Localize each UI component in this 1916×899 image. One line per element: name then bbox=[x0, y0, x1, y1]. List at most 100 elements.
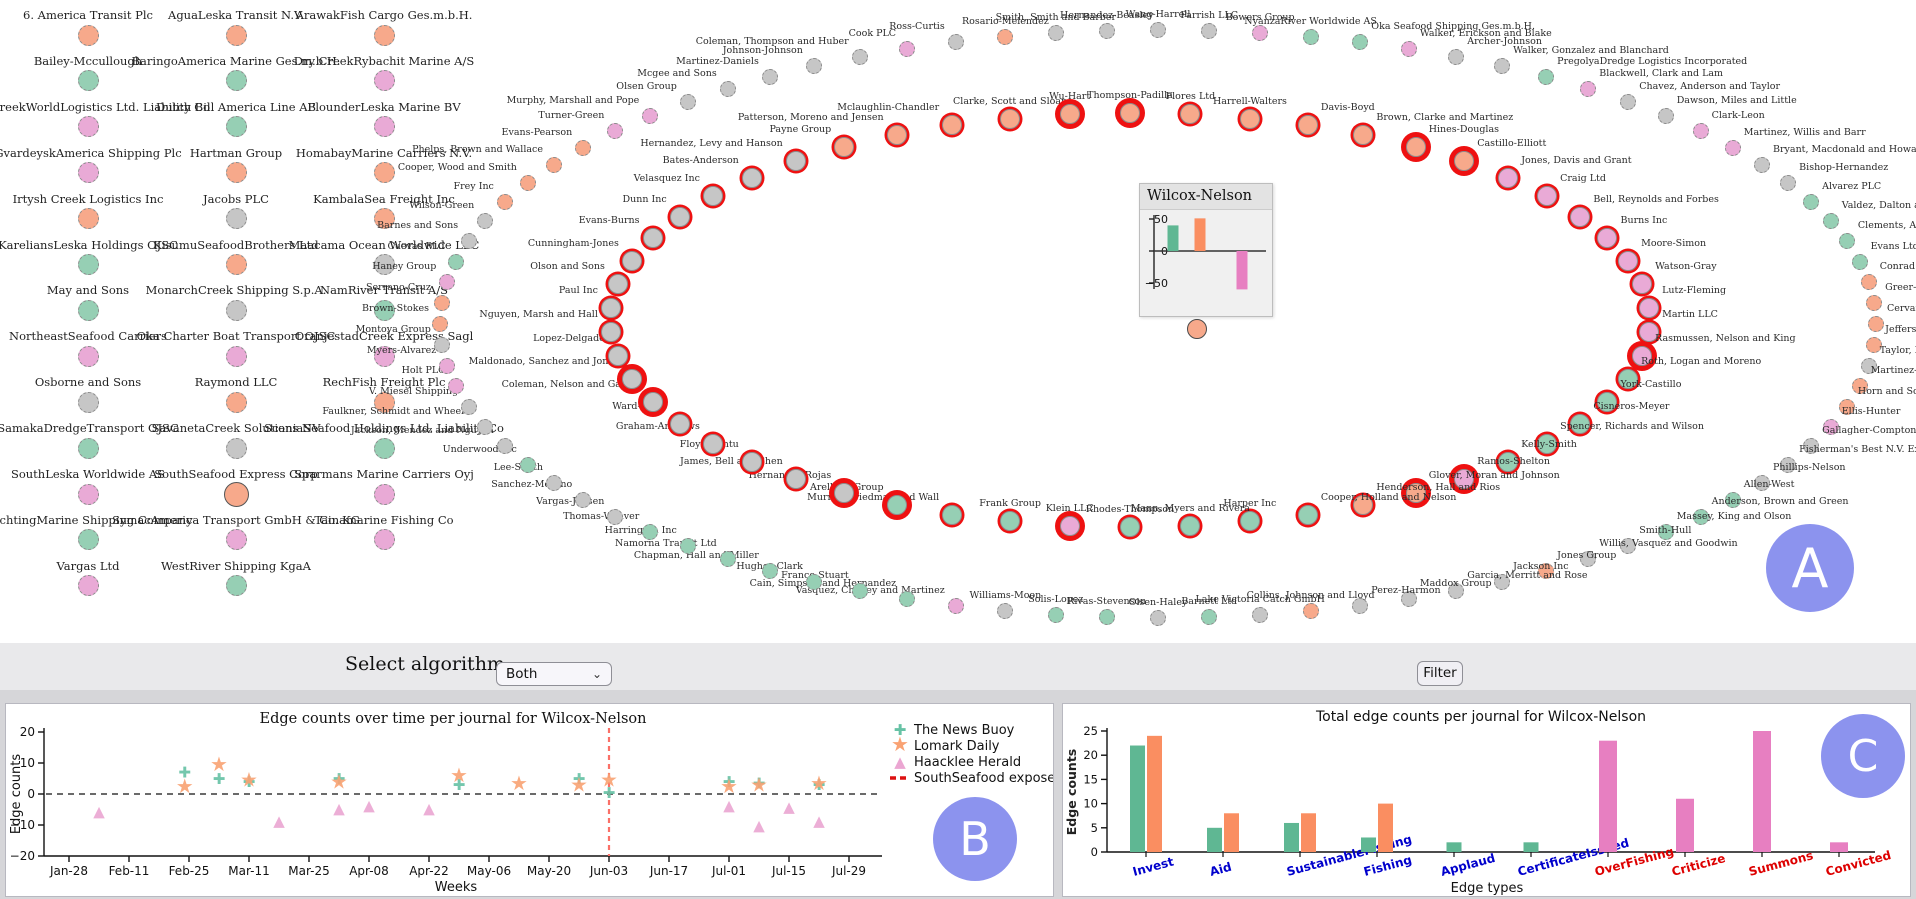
company-node[interactable] bbox=[225, 162, 247, 184]
network-node[interactable] bbox=[642, 228, 663, 248]
company-node[interactable] bbox=[77, 70, 99, 92]
company-node[interactable] bbox=[77, 24, 99, 46]
network-node[interactable] bbox=[947, 33, 964, 50]
company-node[interactable] bbox=[225, 575, 247, 597]
network-node[interactable] bbox=[719, 551, 736, 568]
network-node[interactable] bbox=[1851, 253, 1868, 270]
company-node[interactable] bbox=[225, 391, 247, 413]
network-node[interactable] bbox=[642, 108, 659, 125]
network-node[interactable] bbox=[519, 175, 536, 192]
network-node[interactable] bbox=[1047, 607, 1064, 623]
network-node[interactable] bbox=[805, 57, 822, 74]
network-node[interactable] bbox=[1498, 452, 1519, 473]
network-node[interactable] bbox=[899, 591, 916, 608]
network-node[interactable] bbox=[1059, 104, 1080, 125]
network-node[interactable] bbox=[519, 456, 536, 473]
network-node[interactable] bbox=[1851, 378, 1868, 395]
network-node[interactable] bbox=[1252, 24, 1269, 41]
company-node[interactable] bbox=[225, 208, 247, 230]
network-node[interactable] bbox=[433, 336, 450, 353]
company-node[interactable] bbox=[77, 254, 99, 275]
network-node[interactable] bbox=[1692, 508, 1709, 525]
network-node[interactable] bbox=[575, 492, 592, 509]
network-node[interactable] bbox=[1803, 193, 1820, 210]
company-node[interactable] bbox=[225, 437, 247, 459]
network-node[interactable] bbox=[1353, 494, 1374, 515]
network-node[interactable] bbox=[1860, 357, 1877, 374]
network-node[interactable] bbox=[1657, 523, 1674, 540]
company-node[interactable] bbox=[77, 529, 99, 551]
network-node[interactable] bbox=[1150, 610, 1166, 626]
network-node[interactable] bbox=[886, 494, 907, 515]
network-node[interactable] bbox=[1494, 574, 1511, 591]
network-node[interactable] bbox=[1754, 474, 1771, 491]
network-node[interactable] bbox=[496, 438, 513, 455]
company-node[interactable] bbox=[77, 208, 99, 230]
network-node[interactable] bbox=[669, 206, 690, 227]
network-node[interactable] bbox=[461, 398, 478, 415]
network-node[interactable] bbox=[851, 583, 868, 600]
network-node[interactable] bbox=[1538, 68, 1555, 85]
company-node[interactable] bbox=[373, 391, 395, 413]
network-node[interactable] bbox=[1059, 515, 1080, 536]
network-node[interactable] bbox=[1860, 274, 1877, 291]
network-node[interactable] bbox=[851, 48, 868, 65]
company-node[interactable] bbox=[77, 575, 99, 597]
company-node[interactable] bbox=[373, 254, 395, 275]
network-node[interactable] bbox=[1580, 551, 1597, 568]
network-node[interactable] bbox=[942, 504, 963, 525]
network-node[interactable] bbox=[834, 482, 855, 503]
network-node[interactable] bbox=[1180, 104, 1201, 125]
network-node[interactable] bbox=[1098, 22, 1115, 39]
network-node[interactable] bbox=[621, 369, 642, 390]
network-node[interactable] bbox=[1570, 413, 1591, 434]
network-node[interactable] bbox=[1780, 175, 1797, 192]
network-node[interactable] bbox=[702, 433, 723, 454]
network-node[interactable] bbox=[1838, 233, 1855, 250]
network-node[interactable] bbox=[1448, 48, 1465, 65]
network-node[interactable] bbox=[1803, 438, 1820, 455]
company-node[interactable] bbox=[373, 24, 395, 46]
filter-button[interactable]: Filter bbox=[1417, 661, 1463, 686]
company-node[interactable] bbox=[77, 437, 99, 459]
network-node[interactable] bbox=[785, 468, 806, 489]
network-node[interactable] bbox=[1822, 213, 1839, 230]
company-node[interactable] bbox=[225, 254, 247, 275]
network-node[interactable] bbox=[1618, 369, 1639, 390]
network-node[interactable] bbox=[1239, 511, 1260, 532]
network-node[interactable] bbox=[1538, 563, 1555, 580]
network-node[interactable] bbox=[741, 452, 762, 473]
company-node[interactable] bbox=[77, 162, 99, 184]
algorithm-select[interactable]: Both ⌄ bbox=[496, 662, 612, 686]
network-node[interactable] bbox=[1400, 591, 1417, 608]
network-node[interactable] bbox=[600, 322, 621, 343]
network-node[interactable] bbox=[761, 563, 778, 580]
network-node[interactable] bbox=[1537, 433, 1558, 454]
network-node[interactable] bbox=[1618, 250, 1639, 271]
company-node[interactable] bbox=[225, 116, 247, 138]
company-node[interactable] bbox=[225, 70, 247, 92]
network-node[interactable] bbox=[1657, 108, 1674, 125]
network-node[interactable] bbox=[477, 418, 494, 435]
network-node[interactable] bbox=[1201, 609, 1218, 626]
network-node[interactable] bbox=[496, 193, 513, 210]
network-node[interactable] bbox=[997, 603, 1014, 620]
network-node[interactable] bbox=[448, 378, 465, 395]
network-node[interactable] bbox=[1724, 492, 1741, 509]
company-node[interactable] bbox=[373, 299, 395, 321]
network-node[interactable] bbox=[1201, 22, 1218, 39]
company-node[interactable] bbox=[225, 299, 247, 321]
network-node[interactable] bbox=[607, 345, 628, 366]
network-node[interactable] bbox=[1352, 33, 1369, 50]
network-node[interactable] bbox=[899, 40, 916, 57]
network-node[interactable] bbox=[1570, 206, 1591, 227]
company-node[interactable] bbox=[373, 70, 395, 92]
network-node[interactable] bbox=[679, 93, 696, 110]
network-node[interactable] bbox=[1754, 157, 1771, 174]
network-node[interactable] bbox=[1494, 57, 1511, 74]
network-node[interactable] bbox=[1724, 139, 1741, 156]
network-node[interactable] bbox=[834, 137, 855, 158]
network-node[interactable] bbox=[947, 598, 964, 615]
network-node[interactable] bbox=[1000, 108, 1021, 129]
network-node[interactable] bbox=[461, 233, 478, 250]
